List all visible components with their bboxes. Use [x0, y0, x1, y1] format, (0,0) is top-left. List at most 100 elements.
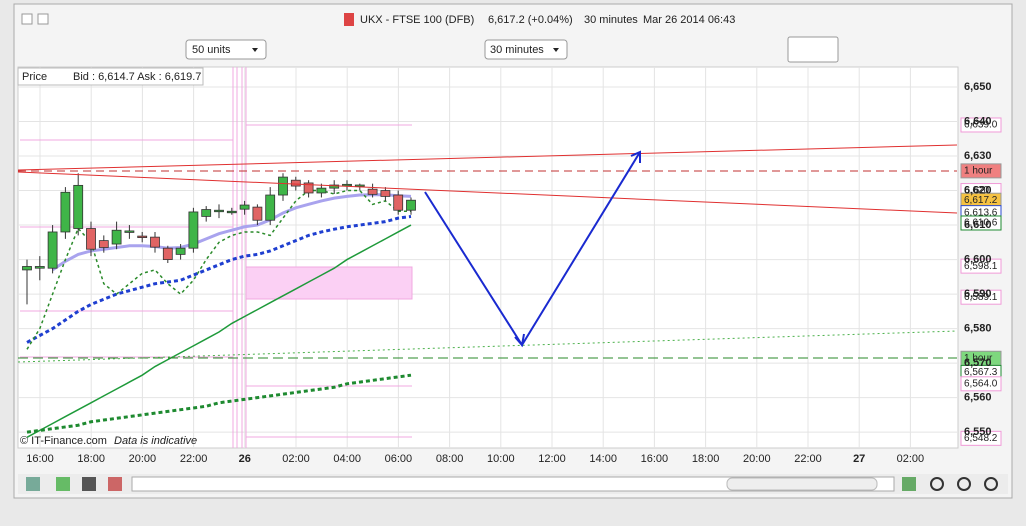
price-badge-label: 6,613.6: [964, 207, 998, 218]
candle-body: [278, 176, 288, 196]
candle-body: [175, 247, 186, 255]
candle-body: [86, 228, 96, 250]
indicator-button[interactable]: [787, 36, 839, 63]
x-tick-label: 18:00: [692, 453, 720, 465]
x-tick-label: 26: [239, 453, 251, 465]
dropdown-arrow: [553, 48, 559, 52]
candle-body: [406, 199, 416, 211]
price-badge: [960, 258, 1002, 274]
price-badge: [960, 376, 1002, 392]
tool-button[interactable]: [82, 477, 96, 491]
x-tick-label: 14:00: [589, 453, 617, 465]
x-tick-label: 06:00: [385, 453, 413, 465]
candle-body: [226, 210, 237, 214]
candle-body: [137, 235, 148, 239]
price-badge-label: 6,610.6: [964, 218, 998, 229]
candle-body: [367, 188, 378, 195]
y-tick-label: 6,640: [964, 115, 992, 127]
tool-button[interactable]: [56, 477, 70, 491]
legend-box: [17, 67, 204, 86]
price-badge-label: 6,598.1: [964, 261, 998, 272]
tool-button[interactable]: [902, 477, 916, 491]
candle-body: [393, 194, 404, 211]
x-tick-label: 08:00: [436, 453, 464, 465]
grid: [18, 67, 957, 448]
price-badge-label: 1 hour: [964, 166, 993, 177]
x-tick-label: 22:00: [180, 453, 208, 465]
candle-body: [22, 266, 32, 271]
arrow-head: [514, 333, 525, 348]
candle-body: [252, 206, 263, 221]
drawings: [17, 144, 958, 363]
legend-quote: Bid : 6,614.7 Ask : 6,619.7: [73, 71, 201, 83]
x-tick-label: 10:00: [487, 453, 515, 465]
interval-dropdown[interactable]: [484, 39, 568, 60]
candle-body: [124, 230, 135, 233]
price-badge: [960, 289, 1002, 305]
candle-body: [239, 204, 250, 210]
units-dropdown[interactable]: [185, 39, 267, 60]
price-labels: 6,639.01 hour6,6206,617.26,613.66,610.66…: [960, 117, 1002, 446]
interval-label: 30 minutes: [490, 44, 544, 56]
window-button[interactable]: [21, 13, 33, 25]
indicator-line: [51, 193, 412, 272]
candle-body: [73, 184, 84, 229]
symbol: UKX - FTSE 100 (DFB): [360, 14, 474, 26]
legend-series: Price: [22, 71, 47, 83]
candle-body: [47, 231, 58, 269]
trend-line: [17, 171, 958, 214]
candle-body: [380, 190, 391, 197]
indicator-line: [26, 214, 412, 344]
candle-body: [98, 240, 109, 248]
x-tick-label: 12:00: [538, 453, 566, 465]
plot-area: [17, 66, 959, 449]
price-badge-label: 6,589.1: [964, 292, 998, 303]
price-badge-label: 1 hour: [964, 353, 993, 364]
interval: 30 minutes: [584, 14, 638, 26]
scrollbar[interactable]: [131, 476, 895, 492]
candle-body: [303, 182, 314, 194]
x-tick-label: 27: [853, 453, 865, 465]
price-badge-label: 6,548.2: [964, 433, 998, 444]
y-tick-label: 6,550: [964, 426, 992, 438]
x-tick-label: 20:00: [129, 453, 157, 465]
y-tick-label: 6,620: [964, 184, 992, 196]
candle-body: [34, 266, 45, 269]
zone: [245, 266, 413, 300]
arrow-head: [630, 150, 641, 163]
x-tick-label: 22:00: [794, 453, 822, 465]
candle-body: [150, 236, 160, 248]
zoom-out[interactable]: [957, 477, 971, 491]
y-tick-label: 6,580: [964, 322, 992, 334]
y-tick-label: 6,610: [964, 219, 992, 231]
y-tick-label: 6,650: [964, 81, 992, 93]
tool-button[interactable]: [26, 477, 40, 491]
price-badge-label: 6,617.2: [964, 195, 998, 206]
trend-line: [17, 144, 958, 171]
candle-body: [162, 247, 173, 260]
x-tick-label: 20:00: [743, 453, 771, 465]
price-badge: [960, 163, 1002, 179]
copyright: © IT-Finance.com: [20, 435, 107, 447]
marks: [22, 173, 416, 438]
x-tick-label: 04:00: [333, 453, 361, 465]
zoom-button[interactable]: [930, 477, 944, 491]
candle-body: [60, 191, 71, 233]
scroll-thumb[interactable]: [726, 477, 878, 491]
y-tick-label: 6,600: [964, 253, 992, 265]
zoom-in[interactable]: [984, 477, 998, 491]
price-badge: [960, 430, 1002, 446]
candle-body: [316, 187, 327, 194]
price: 6,617.2 (+0.04%): [488, 14, 573, 26]
x-tick-label: 02:00: [897, 453, 925, 465]
units-label: 50 units: [192, 44, 231, 56]
y-tick-label: 6,630: [964, 150, 992, 162]
candle-body: [214, 209, 224, 213]
tool-button[interactable]: [108, 477, 122, 491]
y-tick-label: 6,560: [964, 392, 992, 404]
y-tick-label: 6,590: [964, 288, 992, 300]
candle-body: [201, 209, 212, 217]
window-button[interactable]: [37, 13, 49, 25]
x-tick-label: 16:00: [641, 453, 669, 465]
